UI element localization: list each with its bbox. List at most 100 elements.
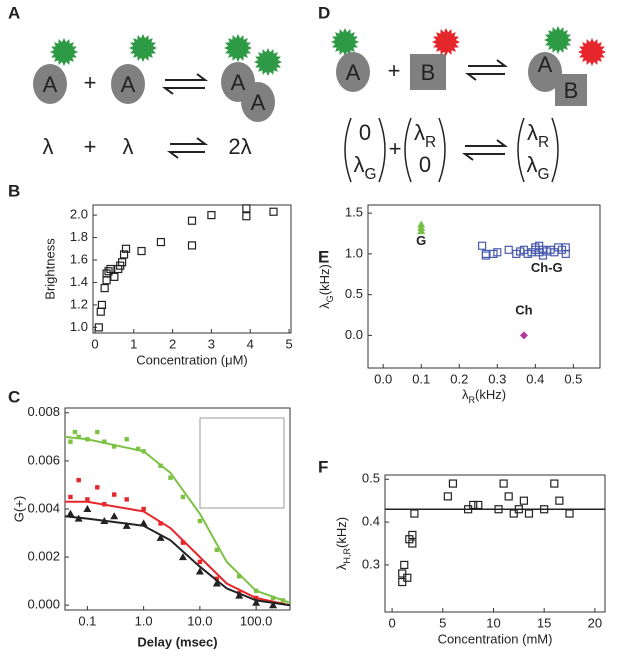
fluorophore-star — [432, 28, 460, 56]
y-tick-label: 0.4 — [362, 514, 380, 529]
vector-bracket — [551, 117, 559, 183]
x-tick-label: 1 — [130, 336, 137, 351]
data-point — [214, 576, 220, 581]
vector-entry: λG — [527, 152, 550, 183]
data-point — [270, 595, 276, 601]
x-tick-label: 4 — [247, 336, 254, 351]
vector-bracket — [378, 117, 386, 183]
equilibrium-arrow — [465, 73, 505, 81]
y-tick-label: 1.4 — [70, 274, 88, 289]
label-part: (kHz) — [334, 517, 349, 548]
diagram-text: + — [388, 58, 401, 83]
y-tick-label: 1.0 — [345, 245, 363, 260]
plot-frame — [367, 204, 601, 369]
data-point — [85, 497, 90, 502]
plot-frame — [384, 474, 606, 613]
y-tick-label: 1.2 — [70, 296, 88, 311]
molecule-oval — [33, 64, 67, 104]
data-point — [76, 477, 81, 483]
y-tick-label: 0.006 — [27, 452, 60, 467]
data-point — [156, 237, 166, 247]
annotation: G — [416, 233, 426, 248]
data-point — [212, 579, 221, 587]
data-point — [197, 559, 203, 565]
x-axis-label: Concentration (μM) — [136, 352, 248, 367]
label-part: λ — [527, 152, 538, 177]
fluorophore-star — [544, 26, 572, 54]
data-point — [474, 500, 483, 510]
subscript: G — [538, 166, 550, 183]
label-part: λ — [334, 563, 349, 570]
data-point — [519, 331, 528, 340]
diagram-text: A — [43, 72, 58, 97]
data-point — [102, 439, 107, 444]
data-point — [504, 245, 513, 254]
data-point — [509, 509, 518, 518]
equilibrium-arrow — [462, 153, 505, 161]
data-point — [477, 241, 487, 250]
molecule-oval — [111, 64, 145, 104]
y-axis-label: G(+) — [11, 496, 26, 522]
molecule-square — [555, 74, 587, 106]
fluorophore-star — [254, 48, 282, 76]
label-part: 0 — [359, 120, 371, 145]
vector-entry: λR — [527, 120, 549, 151]
data-point — [443, 492, 452, 501]
x-tick-label: 10.0 — [187, 613, 212, 628]
vector-bracket — [438, 117, 446, 183]
data-point — [68, 494, 73, 500]
fit-line — [64, 435, 291, 604]
data-point — [68, 439, 73, 444]
y-tick-label: 2.0 — [70, 207, 88, 222]
y-tick-label: 1.5 — [345, 205, 363, 220]
y-tick-label: 0.004 — [27, 500, 60, 515]
diagram-text: A — [231, 70, 246, 95]
data-point — [97, 300, 107, 310]
data-point — [514, 505, 523, 514]
fit-line — [64, 515, 291, 607]
x-axis-label: Concentration (mM) — [438, 631, 553, 646]
x-axis-label: λR(kHz) — [462, 387, 506, 405]
label-part: λ — [414, 120, 425, 145]
data-point — [540, 505, 549, 514]
y-axis-label: λH,R(kHz) — [334, 517, 352, 570]
equilibrium-arrow — [465, 139, 508, 147]
molecule-oval — [336, 52, 370, 92]
x-tick-label: 0.5 — [564, 371, 582, 386]
data-point — [135, 446, 141, 452]
x-tick-label: 0 — [91, 336, 98, 351]
panel-label: B — [8, 181, 20, 200]
panel-label: D — [318, 3, 330, 22]
data-point — [100, 283, 109, 293]
y-tick-label: 1.8 — [70, 229, 88, 244]
data-point — [119, 250, 129, 259]
data-point — [403, 573, 412, 582]
diagram-text: λ — [43, 134, 54, 159]
fluorophore-star — [129, 34, 157, 62]
label-part: (kHz) — [317, 264, 332, 295]
data-point — [168, 475, 173, 480]
data-point — [118, 258, 127, 267]
equilibrium-arrow — [165, 73, 208, 81]
data-point — [104, 267, 113, 276]
data-point — [269, 207, 278, 216]
data-point — [417, 220, 426, 228]
data-point — [124, 497, 129, 502]
data-point — [94, 323, 103, 332]
data-point — [95, 429, 100, 435]
diagram-text: A — [538, 52, 553, 77]
data-point — [519, 496, 528, 505]
data-point — [121, 244, 131, 253]
data-point — [481, 251, 491, 260]
plot-frame — [64, 407, 291, 611]
data-point — [96, 307, 105, 316]
diagram-text: A — [251, 90, 266, 115]
y-axis-label: λG(kHz) — [317, 264, 335, 309]
data-point — [410, 509, 419, 518]
data-point — [83, 505, 92, 512]
data-point — [469, 500, 478, 510]
data-point — [187, 216, 197, 225]
y-tick-label: 0.0 — [345, 327, 363, 342]
x-tick-label: 5 — [285, 336, 292, 351]
data-point — [207, 211, 216, 220]
